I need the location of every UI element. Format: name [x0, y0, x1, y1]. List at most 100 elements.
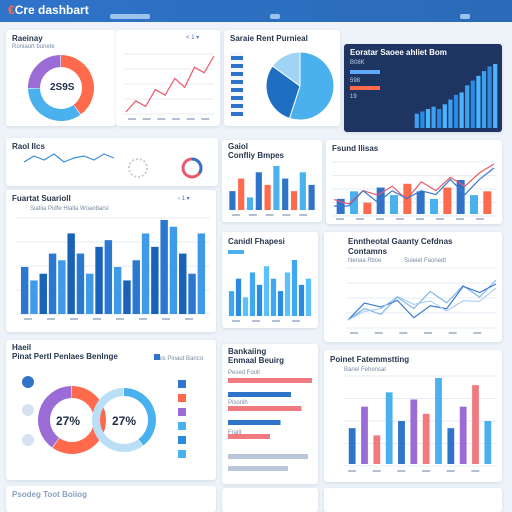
- bar: [20, 267, 29, 314]
- bar: [249, 272, 256, 316]
- donut-slice: [123, 388, 156, 446]
- legend-swatch: [178, 394, 186, 402]
- card-subtitle: Roniaurt bunete: [12, 44, 55, 50]
- bar: [255, 172, 262, 210]
- bar: [376, 187, 385, 214]
- nav-item-1[interactable]: [110, 14, 150, 19]
- bar: [484, 421, 492, 464]
- line-b: [334, 167, 495, 207]
- bar: [443, 187, 452, 214]
- card-subtitle: Confliy Bmpes: [228, 151, 285, 160]
- legend-swatch: [231, 80, 243, 84]
- legend-3: 19: [350, 94, 357, 100]
- bar: [76, 253, 85, 314]
- bar: [242, 297, 249, 316]
- pie-chart: [230, 51, 335, 121]
- card-title: Fuartat Suarioll: [12, 194, 71, 203]
- tick-mark: [172, 118, 180, 120]
- bar: [188, 273, 196, 314]
- bar: [39, 273, 47, 314]
- tick-mark: [348, 470, 356, 472]
- bar: [422, 413, 430, 464]
- avatar: [22, 404, 34, 416]
- bar: [179, 253, 187, 314]
- donut-slice: [38, 386, 72, 448]
- bar-track: [228, 454, 308, 459]
- bar: [67, 233, 75, 314]
- tick-mark: [248, 214, 257, 216]
- legend-swatch: [178, 450, 186, 458]
- tick-mark: [376, 218, 384, 220]
- card-control[interactable]: ‹ 1 ▾: [178, 196, 190, 202]
- bar: [442, 104, 447, 128]
- pie-slice: [265, 65, 301, 119]
- bar: [420, 111, 425, 128]
- card-tall-bars: Poinet Fatemmstting Bariel Fehensal: [324, 350, 502, 482]
- card-bottom-left: Psodeg Toot Boiiog: [6, 486, 216, 512]
- tick-mark: [473, 332, 482, 334]
- tick-mark: [471, 470, 480, 472]
- bar: [361, 406, 368, 464]
- legend-2: Suieiet Faonedt: [404, 258, 447, 264]
- tick-mark: [350, 332, 358, 334]
- legend-swatch: [231, 64, 243, 68]
- bar: [308, 184, 315, 210]
- tick-mark: [372, 470, 381, 472]
- bar: [385, 392, 393, 464]
- bar: [459, 406, 467, 464]
- bar-chart: [350, 64, 498, 128]
- bar: [273, 166, 280, 210]
- card-pie: Saraie Rent Purnieal: [224, 30, 340, 126]
- tick-mark: [416, 218, 424, 220]
- bar: [448, 99, 453, 128]
- bar: [363, 202, 372, 214]
- bar: [132, 260, 140, 314]
- bar-chart: [229, 166, 315, 216]
- bar: [447, 428, 455, 464]
- tick-mark: [446, 470, 455, 472]
- bar: [238, 178, 245, 210]
- bar: [270, 278, 277, 316]
- bar: [481, 71, 487, 128]
- bar: [151, 246, 159, 314]
- tick-mark: [292, 320, 300, 322]
- card-subtitle: Contamns: [348, 247, 388, 256]
- card-bottom-mid: [222, 488, 318, 512]
- card-control[interactable]: < 1 ▾: [186, 35, 200, 41]
- bar: [228, 392, 291, 397]
- bar-label-2: Pisonlh: [228, 400, 248, 406]
- tick-mark: [422, 470, 430, 472]
- gauge-fill: [191, 157, 203, 174]
- tick-mark: [397, 470, 406, 472]
- bar: [95, 246, 103, 314]
- bar: [86, 273, 94, 314]
- tick-mark: [272, 320, 280, 322]
- top-bar: €Cre dashbart: [0, 0, 512, 22]
- card-bottom-right: [324, 488, 502, 512]
- tick-mark: [356, 218, 364, 220]
- bar: [299, 172, 306, 210]
- card-title: Canidl Fhapesi: [228, 237, 285, 246]
- donut-charts: [22, 354, 186, 458]
- mixed-chart: [332, 161, 496, 220]
- legend-swatch: [231, 96, 243, 100]
- bar: [425, 109, 431, 128]
- tick-mark: [476, 218, 484, 220]
- tick-mark: [201, 118, 210, 120]
- card-title: Psodeg Toot Boiiog: [12, 490, 87, 499]
- legend-bar: [350, 86, 380, 90]
- card-title: Enntheotal Gaanty Cefdnas: [348, 237, 453, 246]
- card-dark-bars: Eoratar Saoee ahliet Bom B08K 598 19: [344, 44, 502, 132]
- line-a: [347, 279, 497, 321]
- nav-item-3[interactable]: [460, 14, 470, 19]
- nav-item-2[interactable]: [270, 14, 280, 19]
- line-chart: [346, 267, 497, 334]
- bar: [373, 435, 381, 464]
- bar: [456, 180, 465, 214]
- legend-title: Pois Pinaut Banco: [154, 356, 204, 362]
- legend-swatch: [178, 422, 186, 430]
- bar: [282, 178, 289, 210]
- tick-mark: [456, 218, 464, 220]
- card-horizontal-bars: Bankaiing Enmaal Beuirg Pesed Foull Piso…: [222, 344, 318, 484]
- bar: [416, 191, 425, 214]
